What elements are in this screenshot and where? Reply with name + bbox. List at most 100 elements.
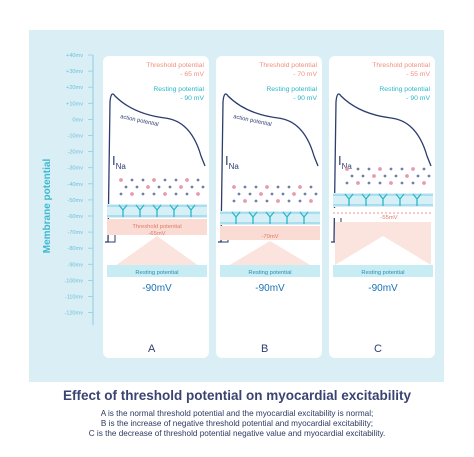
y-tick-label: +30mv	[66, 69, 83, 75]
sodium-ion	[174, 192, 178, 196]
sodium-ion	[389, 167, 393, 171]
resting-value: - 90 mV	[180, 95, 204, 102]
caption-line-b: B is the increase of negative threshold …	[100, 419, 374, 428]
y-axis-label: Membrane potential	[42, 159, 53, 254]
sodium-ion	[130, 192, 134, 196]
threshold-label: Threshold potential	[146, 62, 204, 69]
threshold-band	[107, 219, 207, 235]
y-tick-label: -30mv	[67, 166, 83, 172]
y-tick-label: -100mv	[64, 278, 83, 284]
sodium-ion	[367, 181, 371, 185]
sodium-ion	[303, 192, 307, 196]
sodium-ion	[146, 185, 150, 189]
sodium-ion	[356, 167, 360, 171]
resting-big-value: -90mV	[255, 283, 285, 294]
ina-label: INa	[338, 153, 352, 171]
sodium-ion	[427, 174, 431, 178]
ina-label: INa	[225, 153, 239, 171]
threshold-value: - 55 mV	[406, 71, 430, 78]
sodium-ion	[345, 181, 349, 185]
sodium-ion	[411, 167, 415, 171]
sodium-ion	[298, 185, 302, 189]
sodium-channels	[118, 204, 196, 217]
panel-letter: A	[148, 343, 156, 355]
resting-value: - 90 mV	[293, 95, 317, 102]
figure: Membrane potential +40mv +30mv +20mv +10mv 0…	[29, 30, 444, 382]
sodium-ion	[378, 181, 382, 185]
sodium-ion	[243, 199, 247, 203]
resting-band	[220, 265, 320, 277]
sodium-ion	[157, 185, 161, 189]
threshold-gap-triangle	[228, 241, 312, 266]
sodium-ion	[185, 192, 189, 196]
sodium-ion	[124, 185, 128, 189]
action-potential-curve	[218, 93, 319, 243]
sodium-channel	[361, 193, 371, 206]
threshold-band	[220, 226, 320, 240]
resting-band-label: Resting potential	[135, 270, 178, 276]
sodium-ion	[416, 174, 420, 178]
sodium-channel	[395, 193, 405, 206]
sodium-ion	[314, 192, 318, 196]
resting-band	[333, 265, 433, 277]
threshold-band-label: Threshold potential	[132, 224, 181, 230]
y-tick-label: -90mv	[67, 262, 83, 268]
sodium-channel	[265, 211, 275, 224]
action-potential-curve	[331, 93, 432, 243]
resting-band	[107, 265, 207, 277]
y-tick-label: 0mv	[72, 117, 83, 123]
y-tick-label: -70mv	[67, 230, 83, 236]
threshold-label: Threshold potential	[372, 62, 430, 69]
resting-label: Resting potential	[379, 86, 430, 93]
sodium-ion	[237, 192, 241, 196]
sodium-ion	[265, 199, 269, 203]
sodium-ion	[141, 178, 145, 182]
resting-big-value: -90mV	[142, 283, 172, 294]
sodium-ion	[345, 167, 349, 171]
sodium-ion	[196, 192, 200, 196]
sodium-ion	[232, 199, 236, 203]
sodium-ion	[179, 185, 183, 189]
sodium-ion	[243, 185, 247, 189]
sodium-ion	[287, 199, 291, 203]
sodium-ion	[168, 185, 172, 189]
sodium-ion	[254, 199, 258, 203]
sodium-ion	[292, 192, 296, 196]
y-tick-label: +40mv	[66, 53, 83, 59]
sodium-ion	[411, 181, 415, 185]
sodium-ion	[298, 199, 302, 203]
panel-c: Threshold potential - 55 mV Resting pote…	[329, 56, 435, 358]
y-tick-label: -120mv	[64, 311, 83, 317]
sodium-ion	[196, 178, 200, 182]
sodium-ion	[422, 181, 426, 185]
sodium-ion	[276, 185, 280, 189]
sodium-ion	[394, 174, 398, 178]
sodium-ion	[309, 185, 313, 189]
sodium-ion	[400, 167, 404, 171]
panel-card	[216, 56, 322, 358]
sodium-ion	[356, 181, 360, 185]
y-tick-label: +20mv	[66, 85, 83, 91]
action-potential-curve	[105, 93, 206, 243]
y-tick-label: -20mv	[67, 150, 83, 156]
sodium-channel	[231, 211, 241, 224]
threshold-value: - 70 mV	[293, 71, 317, 78]
sodium-ion	[152, 178, 156, 182]
sodium-ion	[367, 167, 371, 171]
sodium-ion	[141, 192, 145, 196]
sodium-ion	[201, 185, 205, 189]
caption-line-a: A is the normal threshold potential and …	[100, 409, 374, 418]
threshold-value: - 65 mV	[180, 71, 204, 78]
sodium-channels	[344, 193, 422, 206]
sodium-ion	[287, 185, 291, 189]
y-axis-ticks: +40mv +30mv +20mv +10mv 0mv -10mv -20mv -30mv -4…	[64, 53, 93, 317]
ina-label: INa	[112, 153, 126, 171]
sodium-ion	[232, 185, 236, 189]
resting-big-value: -90mV	[368, 283, 398, 294]
sodium-ion	[372, 174, 376, 178]
sodium-channels	[231, 211, 309, 224]
sodium-ion	[389, 181, 393, 185]
y-tick-label: -40mv	[67, 182, 83, 188]
sodium-channel	[412, 193, 422, 206]
sodium-channel	[135, 204, 145, 217]
